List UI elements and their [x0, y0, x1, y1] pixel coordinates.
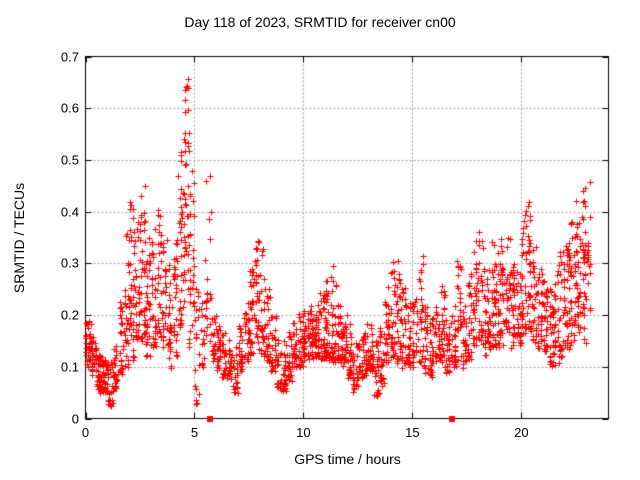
- x-tick-label: 20: [514, 425, 529, 440]
- x-tick-label: 5: [190, 425, 199, 440]
- y-axis-label: SRMTID / TECUs: [11, 182, 27, 294]
- x-tick-label: 0: [81, 425, 90, 440]
- y-tick-label: 0.3: [60, 255, 79, 271]
- x-axis-label: GPS time / hours: [294, 451, 401, 467]
- x-tick-label: 15: [405, 425, 420, 440]
- y-tick-label: 0.5: [60, 152, 79, 168]
- x-tick-label: 10: [296, 425, 311, 440]
- chart-title: Day 118 of 2023, SRMTID for receiver cn0…: [184, 14, 456, 30]
- y-tick-label: 0.4: [60, 204, 79, 220]
- y-tick-label: 0: [71, 411, 79, 426]
- y-tick-label: 0.2: [60, 307, 79, 323]
- y-tick-label: 0.6: [60, 100, 79, 116]
- y-tick-label: 0.7: [60, 49, 79, 64]
- y-tick-label: 0.1: [60, 359, 79, 375]
